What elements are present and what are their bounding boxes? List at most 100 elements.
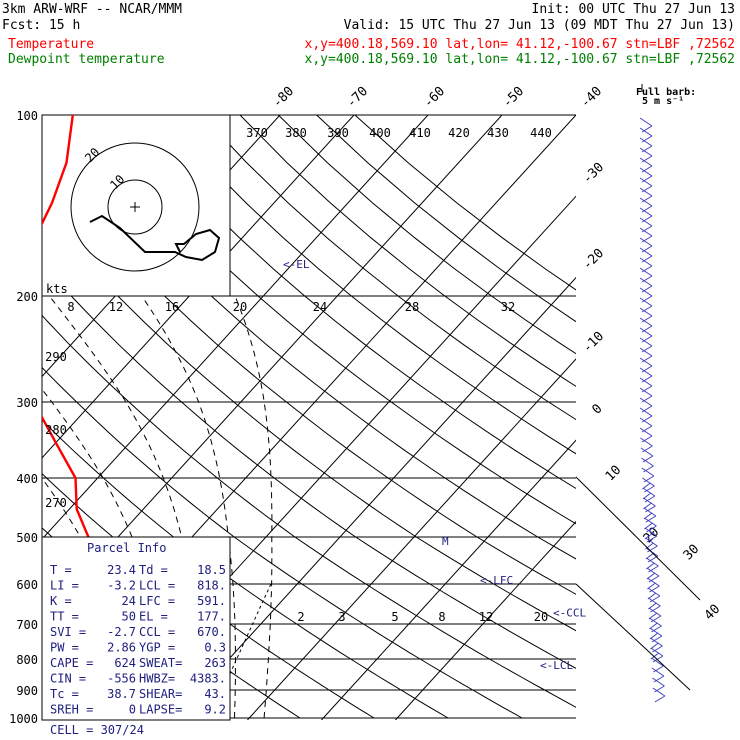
wind-barb-flag xyxy=(641,185,653,193)
dry-adiabat xyxy=(42,314,576,708)
wind-barb-staff xyxy=(639,187,653,197)
parcel-param-value: -2.7 xyxy=(107,625,136,639)
dry-adiabat xyxy=(42,210,576,632)
wind-barb-flag xyxy=(641,145,653,153)
wind-barb-flag xyxy=(641,425,653,433)
wind-barb-staff xyxy=(652,677,665,687)
wind-barb-flag xyxy=(653,665,664,673)
wind-barb-staff xyxy=(642,487,656,497)
parcel-param-name: SWEAT= xyxy=(139,656,182,670)
ccl-level-label: <-CCL xyxy=(553,607,586,620)
dry-adiabat xyxy=(163,115,576,455)
temperature-tick-label: 30 xyxy=(681,542,703,564)
barb-legend-title: Full barb: xyxy=(636,87,696,98)
parcel-info-panel: Parcel Info T = 23.4 Td = 18.5 LI = -3.2 LCL = 8… xyxy=(41,536,231,737)
parcel-param-value: 818. xyxy=(197,579,226,593)
pressure-tick-label: 1000 xyxy=(9,712,38,726)
wind-barb-staff xyxy=(639,127,653,137)
isotherm-line xyxy=(247,358,576,720)
mixing-ratio-label: 8 xyxy=(438,610,445,624)
hodograph-trace xyxy=(89,214,221,262)
wind-barb-staff xyxy=(652,687,666,697)
theta-left-label: 290 xyxy=(45,350,67,364)
wind-barb-staff xyxy=(639,137,653,147)
parcel-param-name: LFC = xyxy=(139,594,175,608)
wind-barb-flag xyxy=(641,195,653,203)
temperature-tick-label: -30 xyxy=(580,160,607,187)
forecast-hour: Fcst: 15 h xyxy=(2,18,80,33)
dry-adiabat-lines xyxy=(42,115,576,719)
dry-adiabat xyxy=(42,366,523,719)
parcel-param-value: 591. xyxy=(197,594,226,608)
wind-barb-flag xyxy=(641,215,653,223)
wind-barb-flag xyxy=(651,625,662,633)
wind-barb-staff xyxy=(639,427,653,437)
wind-barb-staff xyxy=(639,387,653,397)
isotherm-line xyxy=(395,520,576,720)
mixing-ratio-label: 2 xyxy=(297,610,304,624)
mixing-ratio-label: 3 xyxy=(338,610,345,624)
wind-barb-staff xyxy=(639,407,653,417)
wind-barb-flag xyxy=(641,205,653,213)
wind-barb-staff xyxy=(639,327,653,337)
mixing-ratio-label: 5 xyxy=(391,610,398,624)
wind-barb-flag xyxy=(652,655,664,663)
wind-barb-flag xyxy=(641,225,653,233)
wind-barb-flag xyxy=(648,565,659,573)
wind-barb-staff xyxy=(639,267,653,277)
dewpoint-location-info: x,y=400.18,569.10 lat,lon= 41.12,-100.67… xyxy=(305,52,735,67)
parcel-param-name: SHEAR= xyxy=(139,687,182,701)
mixing-ratio-label: 20 xyxy=(534,610,548,624)
wind-barb-flag xyxy=(641,265,653,273)
wind-barb-staff xyxy=(649,617,662,627)
model-title: 3km ARW-WRF -- NCAR/MMM xyxy=(2,2,182,17)
wind-scale-label: 24 xyxy=(313,300,327,314)
wind-scale-label: 20 xyxy=(233,300,247,314)
theta-label: 390 xyxy=(327,126,349,140)
parcel-param-name: K = xyxy=(50,594,72,608)
parcel-info-title: Parcel Info xyxy=(87,541,166,555)
dry-adiabat xyxy=(201,115,576,421)
dry-adiabat xyxy=(316,115,576,323)
wind-barb-staff xyxy=(639,207,653,217)
wind-barb-staff xyxy=(639,297,653,307)
pressure-tick-label: 300 xyxy=(16,396,38,410)
wind-scale-label: 32 xyxy=(501,300,515,314)
wind-barb-staff xyxy=(639,217,653,227)
wind-barb-staff xyxy=(639,307,653,317)
wind-barb-flag xyxy=(644,495,656,503)
wind-barb-staff xyxy=(639,257,653,267)
wind-barb-flag xyxy=(647,545,658,553)
parcel-info-box xyxy=(41,536,231,721)
wind-barb-staff xyxy=(639,197,653,207)
wind-barb-flag xyxy=(641,405,653,413)
temperature-location-info: x,y=400.18,569.10 lat,lon= 41.12,-100.67… xyxy=(305,37,735,52)
wind-barb-staff xyxy=(645,537,658,547)
parcel-param-value: 0 xyxy=(129,703,136,717)
wind-barb-staff xyxy=(644,527,658,537)
pressure-tick-label: 200 xyxy=(16,290,38,304)
wind-barb-staff xyxy=(644,517,657,527)
parcel-param-name: TT = xyxy=(50,610,79,624)
isotherm-line xyxy=(42,115,429,540)
dry-adiabat xyxy=(124,115,576,490)
dry-adiabat xyxy=(42,157,576,595)
wind-barb-staff xyxy=(639,397,653,407)
parcel-param-value: 670. xyxy=(197,625,226,639)
wind-barb-flag xyxy=(642,455,654,463)
theta-label: 370 xyxy=(246,126,268,140)
wind-barb-staff xyxy=(646,567,660,577)
wind-barb-staff xyxy=(639,157,653,167)
wind-barb-flag xyxy=(641,375,653,383)
theta-label: 420 xyxy=(448,126,470,140)
pressure-tick-label: 600 xyxy=(16,578,38,592)
wind-barb-flag xyxy=(644,485,655,493)
moist-adiabat xyxy=(234,295,273,719)
temperature-legend-label: Temperature xyxy=(8,37,94,52)
theta-label: 380 xyxy=(285,126,307,140)
wind-barb-staff xyxy=(650,647,664,657)
theta-label: 430 xyxy=(487,126,509,140)
wind-barb-staff xyxy=(641,457,654,467)
wind-barb-staff xyxy=(639,287,653,297)
